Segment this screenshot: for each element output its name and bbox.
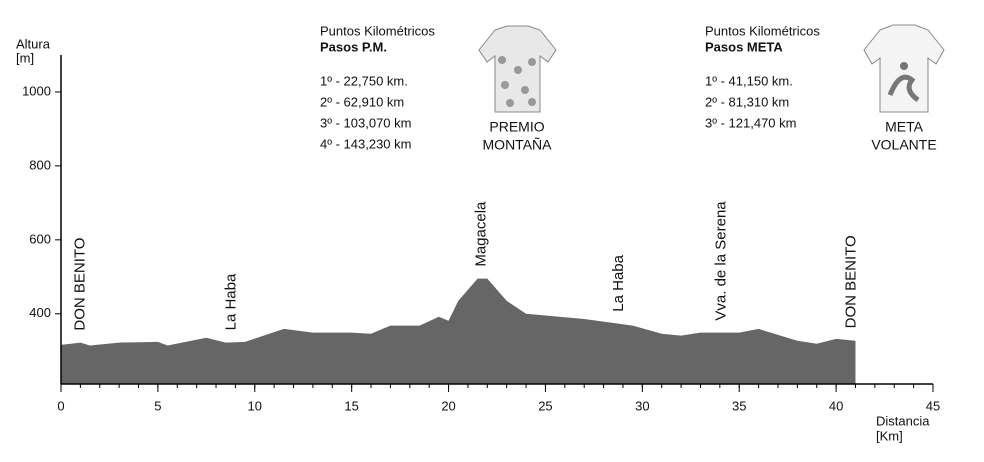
elevation-area (61, 278, 856, 384)
x-axis-label: Distancia (876, 413, 930, 428)
info-line: 1º - 22,750 km. (320, 73, 408, 88)
x-tick-label: 15 (344, 398, 358, 413)
y-axis-label: [m] (16, 50, 34, 65)
badge-label: PREMIO (489, 119, 544, 135)
info-heading: Puntos Kilométricos (705, 23, 820, 38)
x-tick-label: 25 (538, 398, 552, 413)
info-subheading: Pasos META (705, 39, 783, 54)
badge-label: VOLANTE (871, 137, 936, 153)
x-tick-label: 5 (154, 398, 161, 413)
badge-label: META (885, 119, 924, 135)
info-line: 3º - 121,470 km (705, 115, 796, 130)
info-line: 4º - 143,230 km (320, 136, 411, 151)
x-tick-label: 35 (732, 398, 746, 413)
x-axis-label: [Km] (876, 428, 903, 443)
badge-label: MONTAÑA (483, 137, 553, 153)
jersey-sprint (863, 24, 945, 113)
info-line: 3º - 103,070 km (320, 115, 411, 130)
y-tick-label: 1000 (22, 83, 51, 98)
place-label: DON BENITO (843, 235, 860, 328)
x-tick-label: 45 (926, 398, 940, 413)
place-label: La Haba (610, 254, 627, 311)
info-heading: Puntos Kilométricos (320, 23, 435, 38)
info-line: 2º - 81,310 km (705, 94, 789, 109)
place-label: Magacela (472, 201, 489, 267)
y-tick-label: 600 (29, 231, 51, 246)
y-tick-label: 400 (29, 305, 51, 320)
place-label: La Haba (222, 273, 239, 330)
x-tick-label: 30 (635, 398, 649, 413)
place-label: DON BENITO (71, 238, 88, 331)
y-tick-label: 800 (29, 157, 51, 172)
info-line: 2º - 62,910 km (320, 94, 404, 109)
info-subheading: Pasos P.M. (320, 39, 387, 54)
x-tick-label: 0 (57, 398, 64, 413)
jersey-mountain (478, 25, 557, 113)
x-tick-label: 20 (441, 398, 455, 413)
place-label: Vva. de la Serena (713, 201, 730, 321)
x-tick-label: 10 (248, 398, 262, 413)
x-tick-label: 40 (829, 398, 843, 413)
y-axis-label: Altura (16, 36, 51, 51)
info-line: 1º - 41,150 km. (705, 73, 793, 88)
